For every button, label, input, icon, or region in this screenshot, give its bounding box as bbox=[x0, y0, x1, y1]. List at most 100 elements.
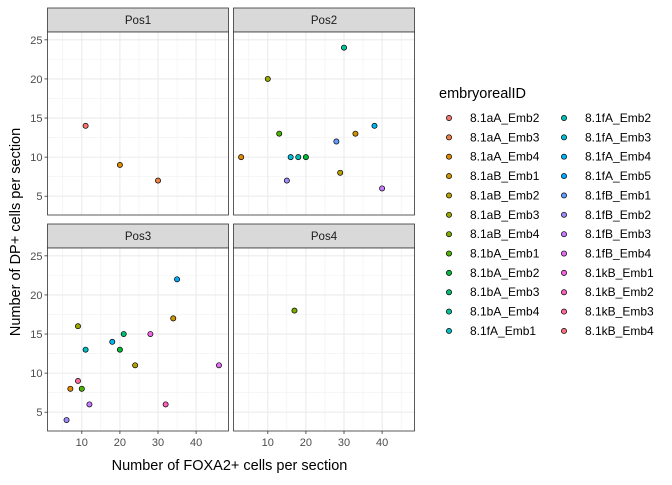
facet-strip bbox=[233, 7, 415, 33]
y-tick-label: 20 bbox=[30, 74, 42, 86]
x-tick-label: 40 bbox=[190, 437, 202, 449]
legend-label: 8.1fA_Emb5 bbox=[585, 169, 651, 183]
y-tick-label: 15 bbox=[30, 329, 42, 341]
legend-label: 8.1fA_Emb3 bbox=[585, 130, 651, 144]
y-tick-label: 15 bbox=[30, 113, 42, 125]
y-tick-label: 25 bbox=[30, 35, 42, 47]
data-point bbox=[283, 177, 290, 184]
legend-item: 8.1bA_Emb1 bbox=[446, 247, 540, 261]
legend-item: 8.1fB_Emb1 bbox=[561, 188, 651, 202]
facet-panel: Pos1 bbox=[44, 7, 229, 216]
facet-strip bbox=[47, 7, 229, 33]
data-point bbox=[82, 346, 89, 353]
x-tick-label: 30 bbox=[152, 437, 164, 449]
data-point bbox=[352, 130, 359, 137]
legend-item: 8.1fA_Emb2 bbox=[561, 111, 651, 125]
legend-key bbox=[446, 308, 452, 315]
legend-key bbox=[561, 328, 567, 334]
data-point bbox=[155, 177, 161, 184]
legend-key bbox=[561, 308, 567, 315]
legend-label: 8.1fA_Emb2 bbox=[585, 111, 651, 125]
legend-label: 8.1fA_Emb1 bbox=[470, 324, 536, 338]
data-point bbox=[295, 154, 302, 161]
data-point bbox=[216, 362, 222, 369]
panel-background bbox=[233, 32, 415, 215]
facet-panel: Pos3 bbox=[44, 223, 229, 434]
data-point bbox=[162, 401, 169, 408]
y-tick-labels: 5 10 15 20 25 5 10 15 20 25 bbox=[30, 35, 42, 419]
data-point bbox=[116, 346, 123, 353]
legend-item: 8.1aA_Emb4 bbox=[446, 150, 540, 164]
legend-item: 8.1kB_Emb1 bbox=[561, 266, 654, 280]
data-point bbox=[109, 338, 116, 345]
legend-item: 8.1fA_Emb1 bbox=[446, 324, 536, 338]
legend-item: 8.1kB_Emb4 bbox=[561, 324, 654, 338]
legend-items: 8.1aA_Emb2 8.1aA_Emb3 8.1aA_Emb4 8.1aB_Emb1… bbox=[446, 111, 654, 338]
legend-key bbox=[446, 211, 452, 218]
data-point bbox=[75, 323, 81, 330]
legend-item: 8.1bA_Emb3 bbox=[446, 285, 540, 299]
legend-item: 8.1aA_Emb3 bbox=[446, 130, 540, 144]
data-point bbox=[287, 154, 294, 161]
x-tick-label: 10 bbox=[262, 437, 274, 449]
legend-key bbox=[446, 289, 452, 296]
legend-key bbox=[561, 153, 567, 160]
data-point bbox=[174, 276, 181, 283]
legend-label: 8.1bA_Emb2 bbox=[470, 266, 540, 280]
data-point bbox=[170, 315, 177, 322]
data-point bbox=[276, 130, 283, 137]
legend-key bbox=[446, 115, 452, 121]
x-tick-label: 20 bbox=[300, 437, 312, 449]
legend-key bbox=[561, 173, 567, 180]
data-point bbox=[379, 185, 386, 192]
legend: embryorealID 8.1aA_Emb28.1aA_Emb38.1aA_E… bbox=[439, 86, 654, 338]
legend-label: 8.1bA_Emb1 bbox=[470, 247, 540, 261]
y-tick-label: 10 bbox=[30, 368, 42, 380]
legend-label: 8.1kB_Emb1 bbox=[585, 266, 654, 280]
y-tick-label: 20 bbox=[30, 290, 42, 302]
legend-label: 8.1fB_Emb3 bbox=[585, 227, 651, 241]
legend-item: 8.1fB_Emb4 bbox=[561, 247, 651, 261]
legend-label: 8.1fB_Emb1 bbox=[585, 188, 651, 202]
legend-key bbox=[446, 153, 452, 160]
facet-strip-label: Pos2 bbox=[311, 15, 337, 27]
legend-key bbox=[561, 250, 567, 257]
legend-item: 8.1aB_Emb1 bbox=[446, 169, 540, 183]
legend-item: 8.1fB_Emb2 bbox=[561, 208, 651, 222]
data-point bbox=[116, 161, 123, 168]
legend-item: 8.1aA_Emb2 bbox=[446, 111, 540, 125]
y-tick-label: 5 bbox=[36, 191, 42, 203]
legend-item: 8.1fB_Emb3 bbox=[561, 227, 651, 241]
data-point bbox=[78, 385, 85, 392]
legend-label: 8.1aB_Emb1 bbox=[470, 169, 540, 183]
x-tick-label: 10 bbox=[76, 437, 88, 449]
legend-key bbox=[446, 328, 452, 334]
legend-label: 8.1aB_Emb3 bbox=[470, 208, 540, 222]
x-tick-label: 40 bbox=[376, 437, 388, 449]
facet-strip-label: Pos4 bbox=[311, 231, 338, 243]
legend-item: 8.1fA_Emb5 bbox=[561, 169, 651, 183]
data-point bbox=[238, 154, 245, 161]
data-point bbox=[291, 307, 298, 314]
legend-label: 8.1aA_Emb4 bbox=[470, 150, 540, 164]
legend-item: 8.1bA_Emb2 bbox=[446, 266, 540, 280]
legend-key bbox=[446, 173, 452, 180]
legend-key bbox=[561, 269, 567, 276]
data-point bbox=[337, 169, 344, 176]
y-tick-label: 5 bbox=[36, 407, 42, 419]
y-axis-title: Number of DP+ cells per section bbox=[8, 128, 24, 336]
data-point bbox=[75, 377, 81, 384]
legend-item: 8.1fA_Emb3 bbox=[561, 130, 651, 144]
legend-key bbox=[561, 231, 567, 238]
panel-background bbox=[233, 248, 415, 431]
panel-border bbox=[233, 31, 415, 216]
panel-background bbox=[47, 32, 229, 215]
facet-panels: Pos1 Pos2 Pos3 Pos4 bbox=[44, 7, 415, 434]
legend-key bbox=[446, 134, 452, 141]
legend-label: 8.1kB_Emb4 bbox=[585, 324, 654, 338]
x-tick-label: 30 bbox=[338, 437, 350, 449]
panel-border bbox=[233, 247, 415, 432]
x-tick-label: 20 bbox=[114, 437, 126, 449]
facet-strip-label: Pos1 bbox=[125, 15, 151, 27]
